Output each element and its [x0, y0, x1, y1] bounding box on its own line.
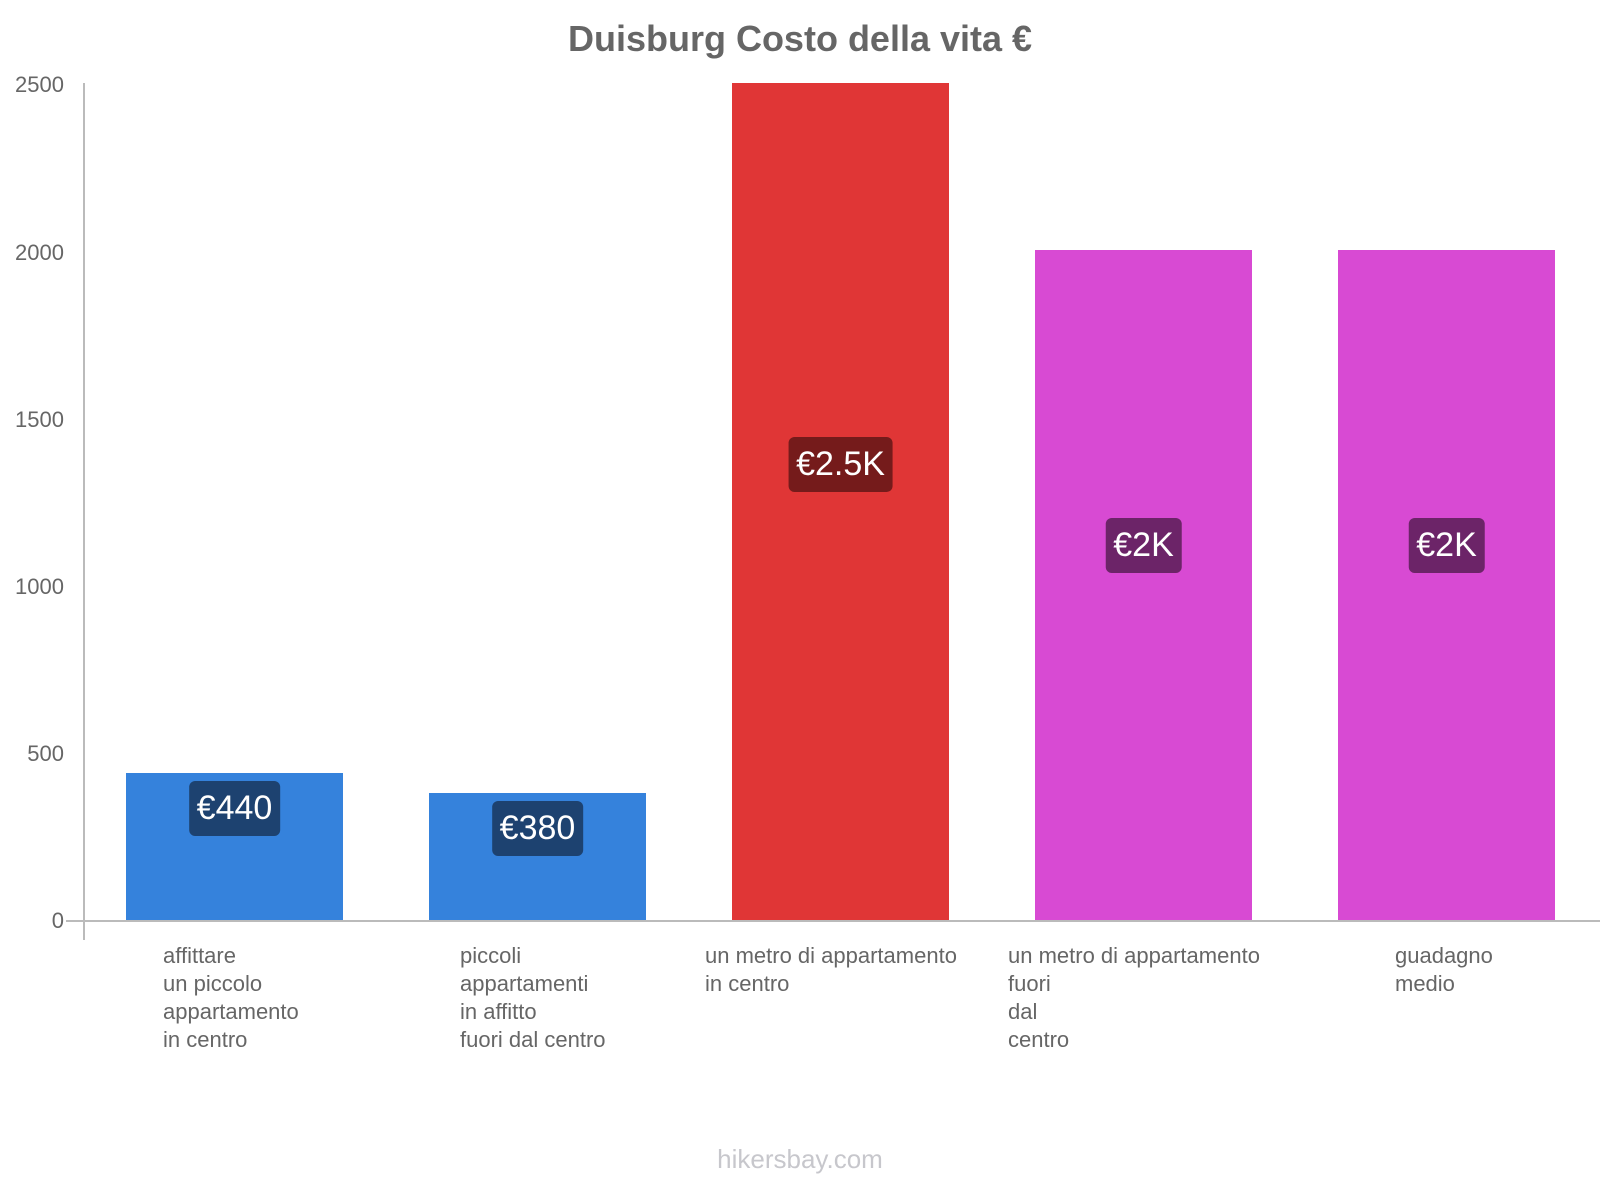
y-tick-label: 500	[27, 741, 64, 766]
bar-value-label: €2K	[1408, 518, 1485, 573]
y-tick-label: 2500	[15, 72, 64, 97]
bar-value-label: €440	[188, 780, 281, 836]
x-category-label: affittare un piccolo appartamento in cen…	[163, 943, 299, 1052]
y-tick-label: 1000	[15, 574, 64, 599]
bar-value-label: €380	[491, 800, 584, 856]
bar-value-label: €2K	[1105, 518, 1182, 573]
y-tick-label: 2000	[15, 240, 64, 265]
watermark: hikersbay.com	[717, 1144, 883, 1174]
x-category-label: un metro di appartamento in centro	[705, 943, 957, 996]
x-axis-line	[66, 920, 1600, 922]
bar	[1035, 250, 1252, 920]
x-category-label: piccoli appartamenti in affitto fuori da…	[460, 943, 606, 1052]
y-axis-line	[83, 83, 85, 940]
bar-value-label: €2.5K	[788, 437, 893, 492]
y-tick-label: 0	[51, 908, 64, 933]
x-category-label: guadagno medio	[1395, 943, 1493, 996]
chart-title: Duisburg Costo della vita €	[567, 18, 1033, 59]
bar	[732, 83, 949, 920]
bar	[1338, 250, 1555, 920]
x-category-label: un metro di appartamento fuori dal centr…	[1008, 943, 1260, 1052]
y-tick-label: 1500	[15, 407, 64, 432]
